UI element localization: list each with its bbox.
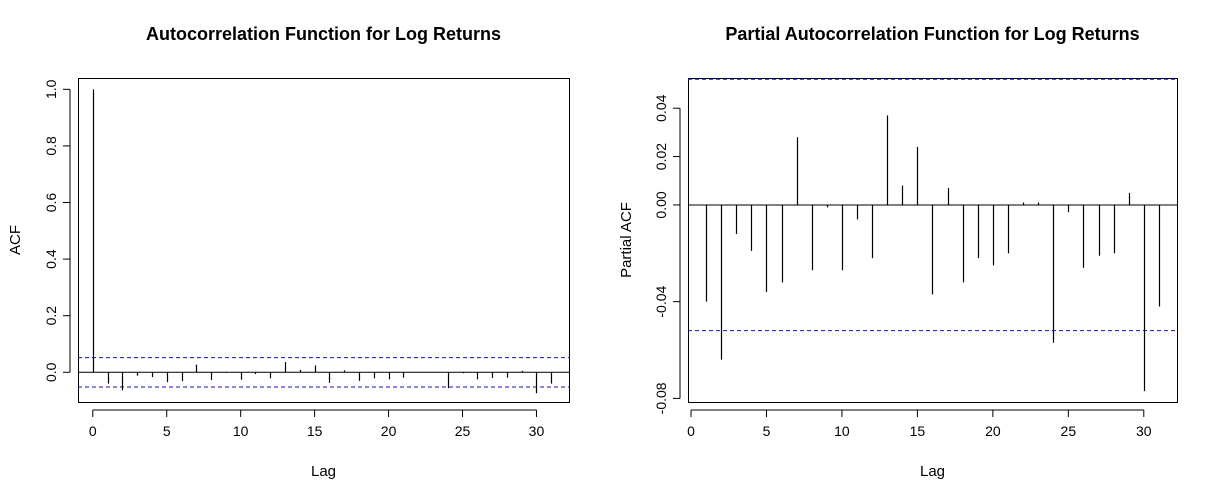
acf-title: Autocorrelation Function for Log Returns [146, 24, 501, 44]
pacf-x-tick-label: 25 [1061, 423, 1077, 439]
pacf-title: Partial Autocorrelation Function for Log… [725, 24, 1139, 44]
acf-x-tick-label: 15 [307, 423, 323, 439]
pacf-y-axis-label: Partial ACF [618, 202, 635, 278]
acf-y-axis-label: ACF [7, 225, 24, 255]
acf-x-tick-label: 10 [233, 423, 249, 439]
pacf-x-tick-label: 5 [763, 423, 771, 439]
acf-y-tick-label: 1.0 [43, 79, 59, 99]
pacf-y-tick-label: 0.02 [653, 143, 669, 170]
acf-x-tick-label: 0 [89, 423, 97, 439]
pacf-x-tick-label: 30 [1136, 423, 1152, 439]
pacf-y-tick-label: -0.04 [653, 285, 669, 317]
pacf-x-tick-label: 20 [985, 423, 1001, 439]
acf-y-tick-label: 0.2 [43, 306, 59, 326]
pacf-y-tick-label: 0.04 [653, 94, 669, 121]
acf-y-tick-label: 0.8 [43, 136, 59, 156]
acf-x-tick-label: 5 [163, 423, 171, 439]
pacf-y-tick-label: -0.08 [653, 382, 669, 414]
acf-y-tick-label: 0.6 [43, 193, 59, 213]
acf-plot-frame [78, 78, 570, 403]
pacf-x-tick-label: 10 [834, 423, 850, 439]
acf-x-tick-label: 25 [455, 423, 471, 439]
pacf-panel: Partial Autocorrelation Function for Log… [609, 0, 1218, 500]
pacf-x-tick-label: 15 [910, 423, 926, 439]
pacf-plot-frame [688, 78, 1178, 403]
pacf-x-axis-label: Lag [920, 463, 945, 480]
acf-x-tick-label: 30 [529, 423, 545, 439]
acf-y-tick-label: 0.0 [43, 362, 59, 382]
pacf-x-tick-label: 0 [687, 423, 695, 439]
acf-panel: Autocorrelation Function for Log Returns… [7, 24, 570, 480]
acf-x-tick-label: 20 [381, 423, 397, 439]
acf-y-tick-label: 0.4 [43, 249, 59, 269]
pacf-y-tick-label: 0.00 [653, 191, 669, 218]
acf-chart: Autocorrelation Function for Log Returns… [7, 24, 570, 480]
pacf-chart: Partial Autocorrelation Function for Log… [618, 24, 1178, 480]
acf-x-axis-label: Lag [311, 463, 336, 480]
